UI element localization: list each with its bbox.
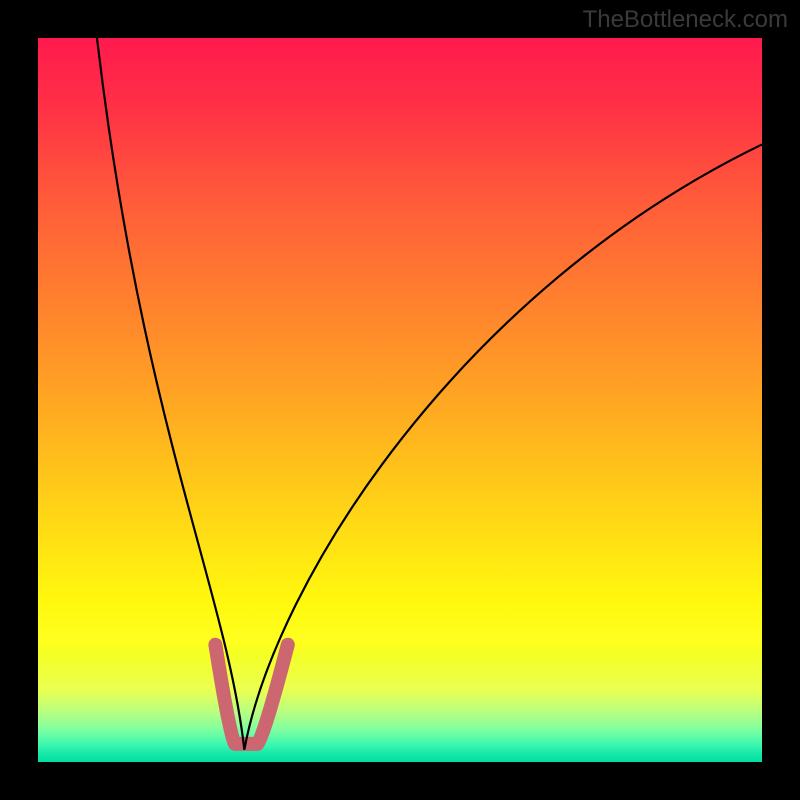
chart-container: { "watermark": { "text": "TheBottleneck.…: [0, 0, 800, 800]
chart-svg: [38, 38, 762, 762]
plot-area: [38, 38, 762, 762]
watermark-text: TheBottleneck.com: [583, 6, 788, 34]
gradient-background: [38, 38, 762, 762]
